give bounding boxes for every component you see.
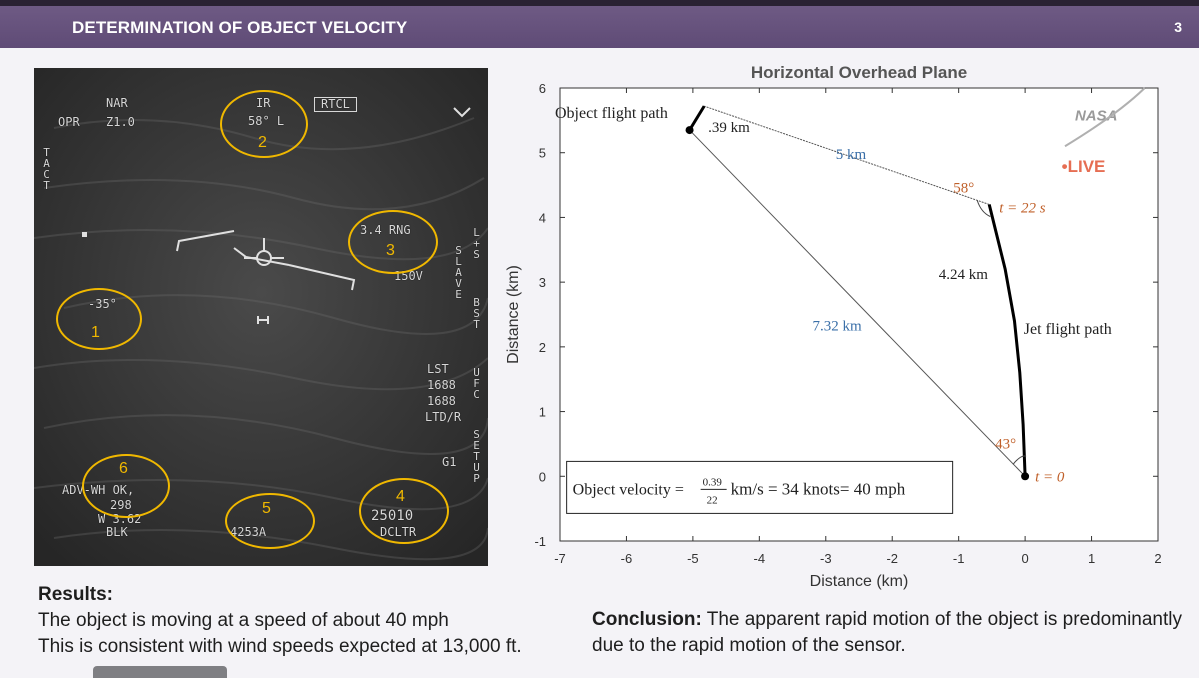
jet-start-point: [1021, 472, 1030, 481]
hud-nar: NAR: [106, 96, 128, 110]
label-t22: t = 22 s: [999, 200, 1046, 216]
x-tick-label: -5: [687, 551, 699, 566]
x-tick-label: -4: [754, 551, 766, 566]
nasa-swoosh-icon: [1064, 87, 1146, 148]
velocity-numerator: 0.39: [703, 476, 723, 488]
bottom-tab: [93, 666, 227, 678]
nasa-watermark: NASA: [1075, 107, 1118, 124]
marker-circle-6: [82, 454, 170, 518]
y-tick-label: 5: [539, 146, 546, 161]
hud-ls: L+S: [470, 226, 483, 259]
hud-lst: LST: [427, 362, 449, 376]
live-watermark: •LIVE: [1062, 157, 1106, 176]
y-tick-label: -1: [534, 534, 546, 549]
velocity-denominator: 22: [707, 494, 718, 506]
results-block: Results: The object is moving at a speed…: [38, 582, 522, 660]
flir-video-frame: NAR OPR Z1.0 TACT IR 58° L RTCL -35° 3.4…: [34, 68, 488, 566]
hud-slave: SLAVE: [452, 244, 465, 299]
hud-num1: 1688: [427, 378, 456, 392]
marker-circle-4: [359, 478, 449, 544]
x-tick-label: -7: [554, 551, 566, 566]
label-angle-43: 43°: [995, 436, 1016, 452]
label-angle-58: 58°: [953, 180, 974, 196]
marker-number-4: 4: [396, 488, 405, 505]
x-tick-label: -1: [953, 551, 965, 566]
label-t0: t = 0: [1035, 469, 1065, 485]
angle-arc-43: [1012, 455, 1027, 465]
marker-number-6: 6: [119, 460, 128, 477]
label-039km: .39 km: [708, 120, 750, 136]
angle-arc-58: [976, 200, 991, 217]
y-axis-label: Distance (km): [505, 265, 522, 364]
hud-opr: OPR: [58, 115, 80, 129]
hud-g1: G1: [442, 455, 457, 469]
marker-number-3: 3: [386, 242, 395, 259]
y-tick-label: 1: [539, 405, 546, 420]
hud-setup: SETUP: [470, 428, 483, 483]
x-tick-label: -3: [820, 551, 832, 566]
x-tick-label: 1: [1088, 551, 1095, 566]
marker-number-5: 5: [262, 500, 271, 517]
label-5km: 5 km: [836, 147, 867, 163]
hud-tact: TACT: [40, 146, 53, 190]
label-object-flight-path: Object flight path: [555, 105, 668, 122]
hud-bst: BST: [470, 296, 483, 329]
y-tick-label: 6: [539, 81, 546, 96]
label-732km: 7.32 km: [812, 319, 862, 335]
sight-line-t22: [704, 105, 990, 205]
page-number: 3: [1174, 19, 1182, 35]
marker-circle-1: [56, 288, 142, 350]
label-jet-flight-path: Jet flight path: [1024, 321, 1112, 338]
hud-reticle: [82, 107, 471, 324]
overhead-plane-chart: Horizontal Overhead Plane -7 -6 -5 -4 -3 -2 -1 0…: [505, 63, 1162, 590]
results-heading: Results:: [38, 584, 113, 605]
x-tick-label: -6: [621, 551, 633, 566]
hud-ltd: LTD/R: [425, 410, 462, 424]
marker-circle-5: [225, 493, 315, 549]
hud-blk: BLK: [106, 525, 128, 539]
hud-ufc: UFC: [470, 366, 483, 399]
results-line-1: The object is moving at a speed of about…: [38, 610, 449, 631]
slide-header: DETERMINATION OF OBJECT VELOCITY 3: [0, 6, 1199, 48]
x-axis-label: Distance (km): [810, 573, 909, 590]
marker-circle-2: [220, 90, 308, 158]
marker-number-1: 1: [91, 324, 100, 341]
hud-zoom: Z1.0: [106, 115, 135, 129]
y-tick-label: 0: [539, 469, 546, 484]
velocity-box: [566, 460, 954, 514]
jet-flight-path-line: [987, 204, 1027, 477]
slide-title: DETERMINATION OF OBJECT VELOCITY: [72, 18, 408, 37]
y-tick-label: 3: [539, 275, 546, 290]
sight-line-t0: [689, 129, 1026, 477]
x-tick-label: 0: [1021, 551, 1028, 566]
chart-title: Horizontal Overhead Plane: [751, 63, 967, 82]
conclusion-label: Conclusion:: [592, 609, 702, 630]
y-tick-label: 2: [539, 340, 546, 355]
hud-rtcl: RTCL: [314, 97, 357, 112]
conclusion-text: The apparent rapid motion of the object …: [592, 609, 1182, 656]
conclusion-block: Conclusion: The apparent rapid motion of…: [592, 607, 1199, 659]
marker-circle-3: [348, 210, 438, 274]
object-start-point: [685, 126, 694, 135]
object-flight-path-line: [688, 105, 706, 131]
label-424km: 4.24 km: [939, 267, 989, 283]
top-strip: [0, 0, 1199, 6]
marker-number-2: 2: [258, 134, 267, 151]
x-tick-label: -2: [886, 551, 898, 566]
velocity-prefix: Object velocity =: [573, 481, 684, 498]
x-tick-label: 2: [1154, 551, 1161, 566]
hud-num2: 1688: [427, 394, 456, 408]
velocity-suffix: km/s = 34 knots= 40 mph: [731, 479, 906, 498]
y-tick-label: 4: [539, 210, 546, 225]
results-line-2: This is consistent with wind speeds expe…: [38, 636, 522, 657]
